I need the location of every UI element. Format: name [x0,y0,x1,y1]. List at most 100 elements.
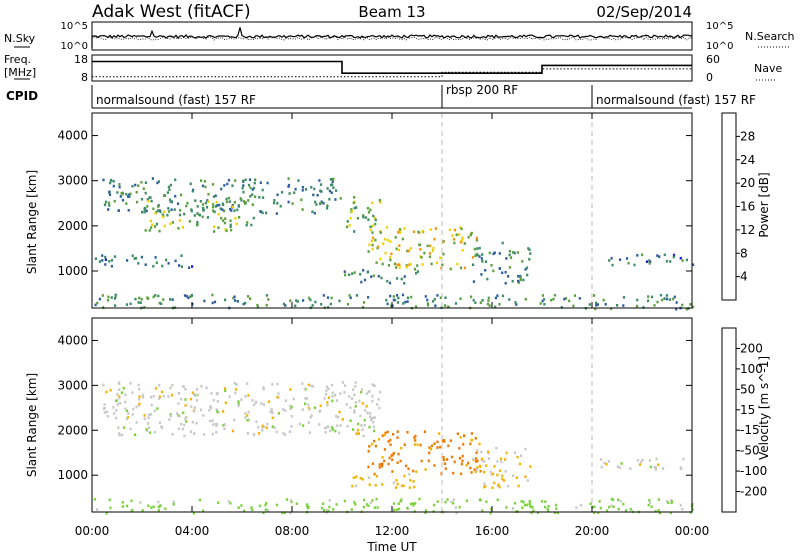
heatmap-cell [353,206,356,210]
heatmap-cell [599,506,602,510]
heatmap-cell [254,178,257,182]
heatmap-cell [158,395,161,398]
heatmap-cell [325,508,328,512]
heatmap-cell [367,476,371,479]
heatmap-cell [326,425,329,429]
heatmap-cell [338,299,341,303]
heatmap-cell [675,301,678,304]
heatmap-cell [600,465,603,469]
heatmap-cell [170,208,173,211]
heatmap-cell [407,467,410,471]
heatmap-cell [360,388,364,391]
heatmap-cell [648,259,651,262]
heatmap-cell [595,301,598,305]
heatmap-cell [215,424,218,427]
freq-right-tick-bottom: 0 [706,71,713,84]
heatmap-cell [285,498,288,501]
heatmap-cell [217,501,220,504]
x-tick-label: 04:00 [175,524,210,538]
heatmap-cell [397,502,400,505]
heatmap-cell [396,461,399,464]
heatmap-cell [438,445,442,449]
heatmap-cell [141,210,144,214]
heatmap-cell [658,255,661,258]
heatmap-cell [390,252,393,256]
heatmap-cell [379,257,382,261]
heatmap-cell [324,431,327,434]
heatmap-cell [636,459,640,462]
heatmap-cell [118,388,121,391]
heatmap-cell [249,186,252,190]
heatmap-cell [528,499,531,503]
heatmap-cell [518,462,521,466]
heatmap-cell [487,457,490,460]
heatmap-cell [237,402,240,406]
heatmap-cell [162,298,165,301]
heatmap-cell [126,259,129,262]
heatmap-cell [364,216,367,219]
heatmap-cell [611,263,614,267]
heatmap-cell [264,508,267,511]
heatmap-cell [529,252,532,255]
heatmap-cell [222,410,225,413]
heatmap-cell [295,299,298,302]
heatmap-cell [282,432,285,435]
heatmap-cell [404,300,407,304]
heatmap-cell [501,271,504,275]
cpid-segment-1: normalsound (fast) 157 RF [96,93,256,107]
heatmap-cell [247,394,250,397]
heatmap-cell [279,204,282,208]
heatmap-cell [322,509,326,512]
heatmap-cell [314,300,317,304]
heatmap-cell [371,243,374,247]
heatmap-cell [524,297,527,301]
heatmap-cell [346,303,350,306]
heatmap-cell [400,484,404,488]
heatmap-cell [329,429,332,433]
heatmap-cell [672,253,676,257]
heatmap-cell [326,401,329,404]
heatmap-cell [237,400,240,403]
heatmap-cell [467,235,470,239]
heatmap-cell [240,504,243,507]
heatmap-cell [594,307,597,311]
heatmap-cell [657,498,660,501]
heatmap-cell [148,229,151,232]
heatmap-cell [143,306,146,309]
heatmap-cell [452,498,455,501]
heatmap-cell [183,294,187,297]
heatmap-cell [374,238,377,242]
heatmap-cell [223,387,227,390]
heatmap-cell [357,422,360,426]
heatmap-cell [216,392,219,395]
heatmap-cell [470,231,473,235]
heatmap-cell [334,393,337,397]
heatmap-cell [308,431,312,434]
heatmap-cell [625,257,629,260]
heatmap-cell [147,422,150,425]
heatmap-cell [289,404,292,408]
heatmap-cell [472,299,475,302]
heatmap-cell [130,509,133,513]
heatmap-cell [98,260,101,263]
heatmap-cell [493,481,496,485]
heatmap-cell [242,190,245,194]
heatmap-cell [223,209,226,213]
heatmap-cell [463,266,466,270]
heatmap-cell [252,186,256,190]
heatmap-cell [170,393,174,397]
heatmap-cell [223,184,226,187]
heatmap-cell [430,262,433,266]
heatmap-cell [547,505,550,508]
heatmap-cell [101,294,104,297]
heatmap-cell [118,183,121,186]
heatmap-cell [257,425,260,429]
heatmap-cell [444,467,447,470]
heatmap-cell [197,393,200,397]
heatmap-cell [191,265,194,268]
heatmap-cell [391,470,394,473]
heatmap-cell [539,302,542,305]
heatmap-cell [147,504,150,507]
heatmap-cell [289,499,292,502]
